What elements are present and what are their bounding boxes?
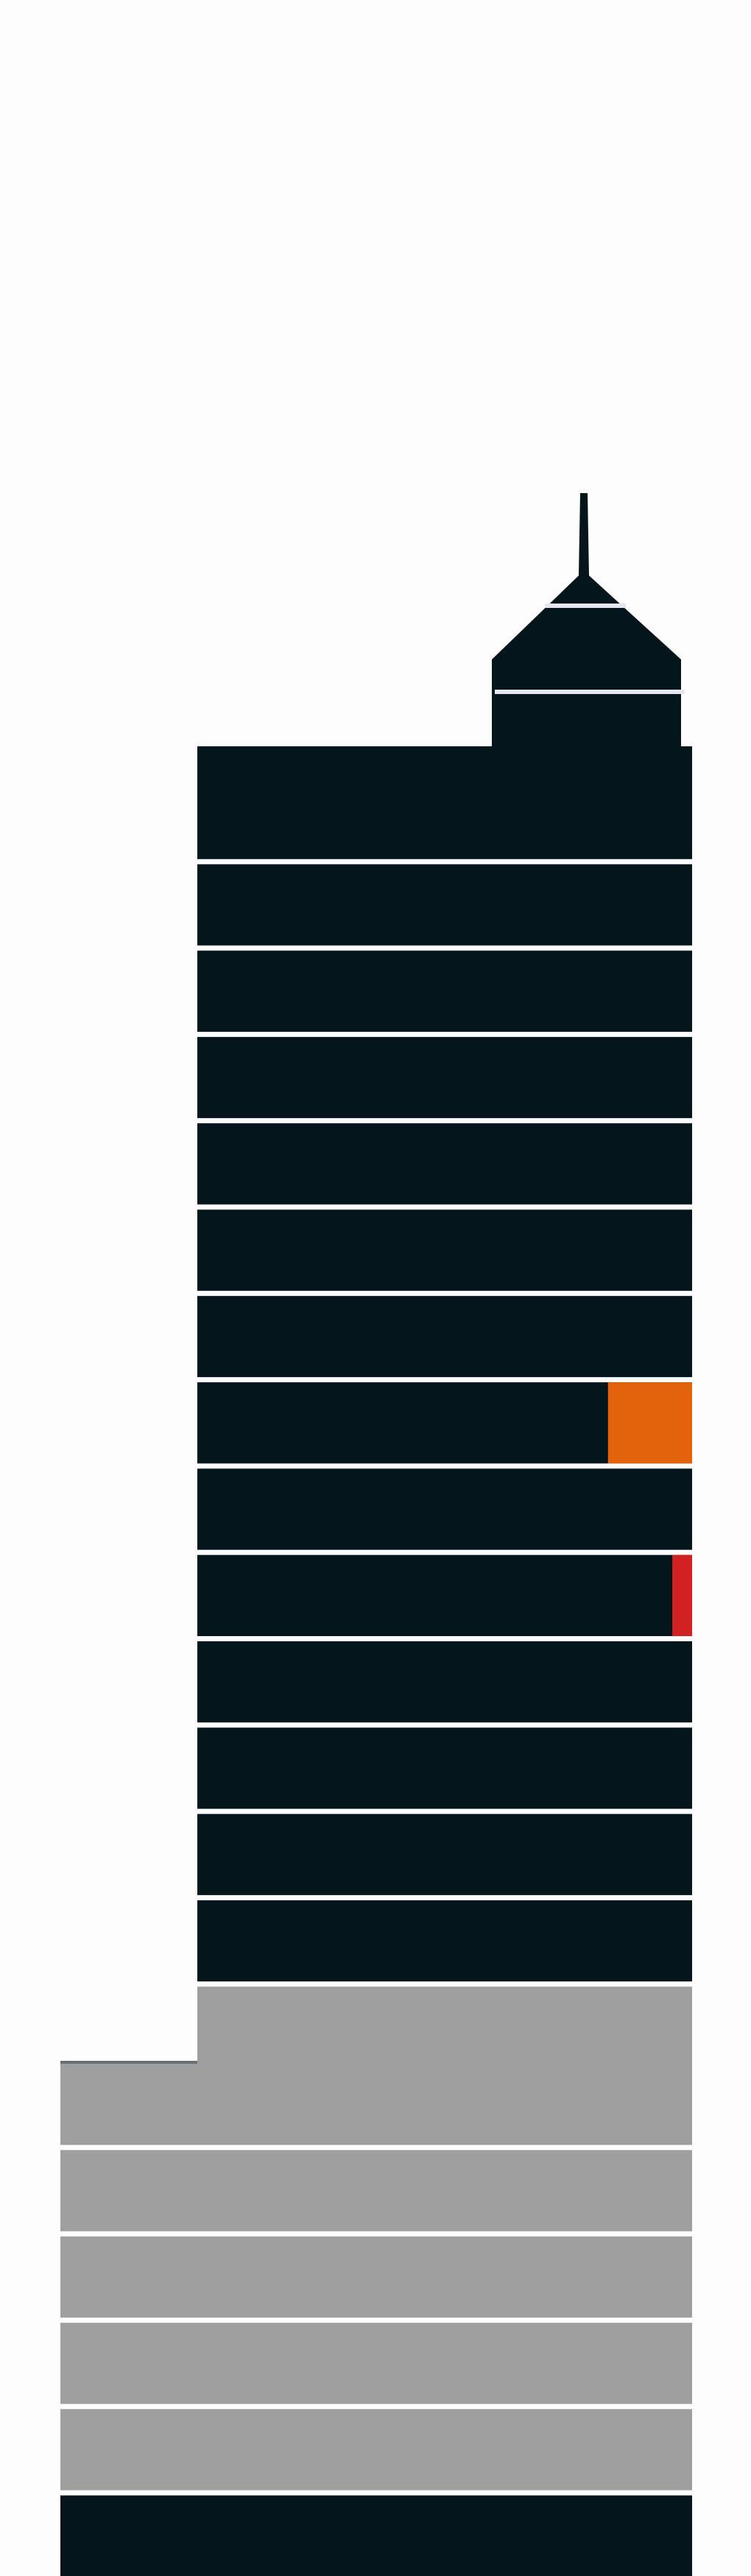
tower-floor [197, 1209, 692, 1291]
podium-floor [60, 2064, 692, 2145]
tower-floor [197, 1036, 692, 1119]
tower-floor [197, 1554, 692, 1636]
tower-floor [197, 1727, 692, 1809]
tower-floor [197, 1468, 692, 1550]
tower-floor [197, 950, 692, 1032]
tower-floor-highlight [607, 1382, 692, 1464]
tower-floor [197, 1900, 692, 1982]
tower-floor [197, 864, 692, 946]
tower-floors [197, 778, 692, 2068]
tower-floor [197, 1986, 692, 2068]
podium-roof-edge [60, 2061, 197, 2064]
building-crown [197, 493, 692, 778]
podium-floor [60, 2236, 692, 2318]
tower-floor-highlight [672, 1554, 692, 1636]
tower-floor [197, 1814, 692, 1895]
tower-floor [197, 1123, 692, 1205]
crown-line-lower [495, 690, 685, 694]
podium-floor [60, 2150, 692, 2232]
podium-floor [60, 2495, 692, 2576]
crown-silhouette [197, 493, 692, 778]
podium-floor [60, 2322, 692, 2405]
tower-floor [197, 1641, 692, 1723]
tower-floor [197, 1295, 692, 1378]
tower-floor [197, 778, 692, 860]
crown-line-upper [545, 604, 626, 608]
podium-floors [60, 2061, 692, 2576]
podium-floor [60, 2409, 692, 2491]
